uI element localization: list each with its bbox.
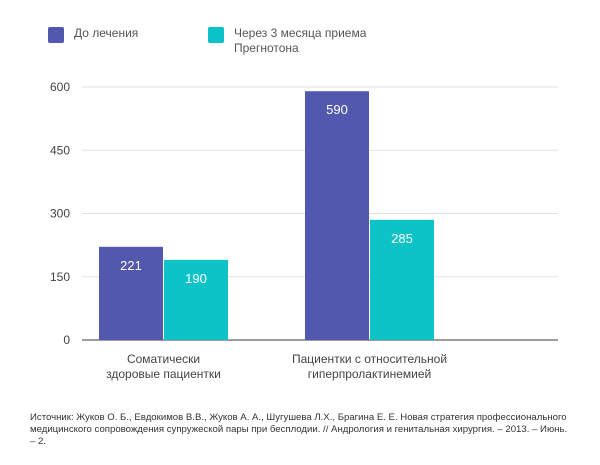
y-tick-label-150: 150 bbox=[50, 270, 70, 284]
legend-swatch-before bbox=[48, 27, 64, 43]
bar-before-0 bbox=[99, 246, 163, 340]
legend-item-after: Через 3 месяца приема Прегнотона bbox=[208, 26, 384, 56]
legend-item-before: До лечения bbox=[48, 26, 138, 43]
legend-label-after: Через 3 месяца приема Прегнотона bbox=[234, 26, 367, 55]
bar-value-label-after-0: 190 bbox=[185, 271, 207, 286]
category-label-1-line-0: Пациентки с относительной bbox=[292, 352, 447, 366]
legend-label-before: До лечения bbox=[74, 26, 139, 40]
legend-swatch-after bbox=[208, 27, 224, 43]
y-tick-label-300: 300 bbox=[50, 207, 70, 221]
bar-before-1 bbox=[305, 91, 369, 340]
category-label-0-line-0: Соматически bbox=[127, 352, 200, 366]
bar-value-label-after-1: 285 bbox=[391, 231, 413, 246]
chart-legend: До лечения Через 3 месяца приема Прегнот… bbox=[48, 26, 588, 66]
bar-after-0 bbox=[164, 259, 228, 340]
category-label-0-line-1: здоровые пациентки bbox=[106, 367, 221, 381]
source-citation: Источник: Жуков О. Б., Евдокимов В.В., Ж… bbox=[30, 412, 568, 447]
y-tick-label-450: 450 bbox=[50, 143, 70, 157]
bar-value-label-before-0: 221 bbox=[120, 258, 142, 273]
category-label-1-line-1: гиперпролактинемией bbox=[308, 367, 431, 381]
bar-after-1 bbox=[370, 219, 434, 340]
y-tick-label-0: 0 bbox=[63, 333, 70, 347]
y-tick-label-600: 600 bbox=[50, 80, 70, 94]
bar-value-label-before-1: 590 bbox=[326, 102, 348, 117]
